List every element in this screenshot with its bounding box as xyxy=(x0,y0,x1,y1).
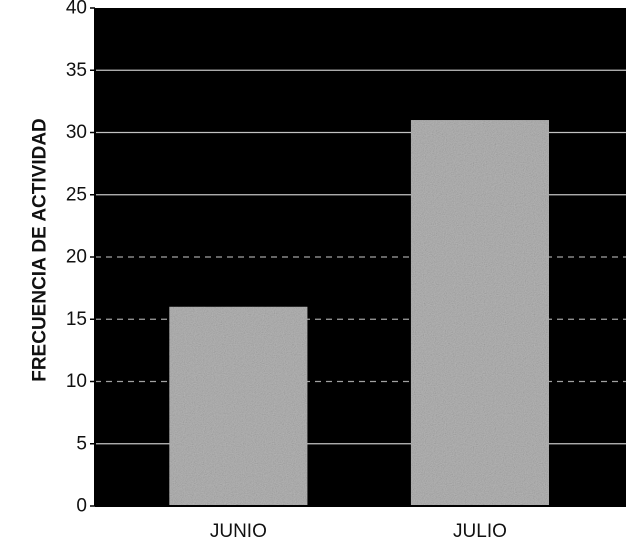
y-tick-label-5: 5 xyxy=(76,433,87,454)
y-tick-label-0: 0 xyxy=(76,496,87,517)
bars xyxy=(169,120,550,507)
y-tick-label-30: 30 xyxy=(66,122,87,143)
y-tick-label-20: 20 xyxy=(66,247,87,268)
bar-julio xyxy=(410,120,550,507)
y-tick-label-35: 35 xyxy=(66,60,87,81)
bar-junio xyxy=(169,306,308,506)
x-tick-label-junio: JUNIO xyxy=(210,521,267,542)
y-tick-label-10: 10 xyxy=(66,371,87,392)
x-tick-label-julio: JULIO xyxy=(453,521,507,542)
x-axis-labels: JUNIO JULIO xyxy=(210,521,507,542)
y-tick-label-15: 15 xyxy=(66,309,87,330)
y-tick-label-25: 25 xyxy=(66,184,87,205)
y-tick-label-40: 40 xyxy=(66,0,87,19)
y-axis-title: FRECUENCIA DE ACTIVIDAD xyxy=(30,118,51,382)
y-axis-ticks: 0 5 10 15 20 25 30 35 40 xyxy=(66,0,95,517)
